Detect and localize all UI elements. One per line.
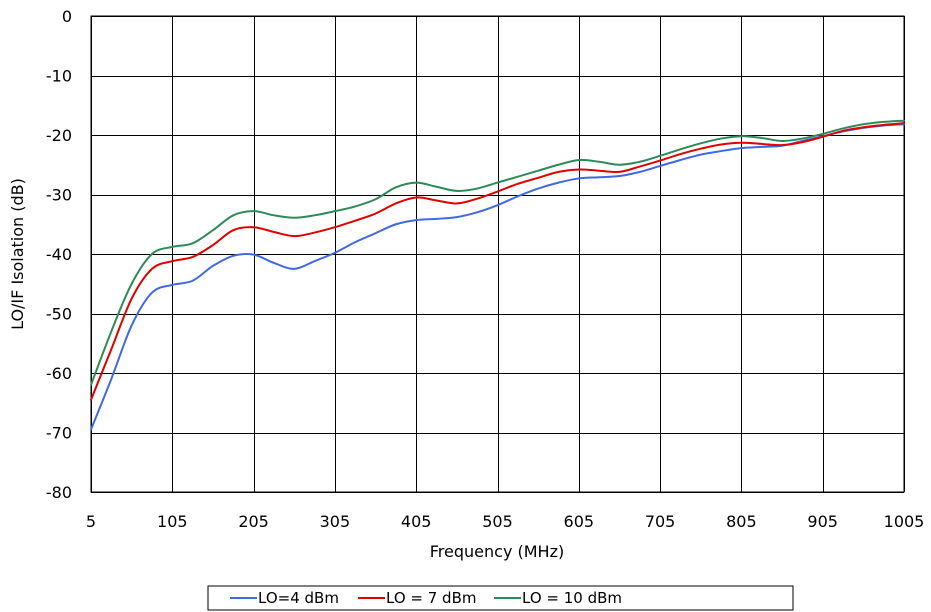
series-line-1	[90, 123, 905, 431]
x-tick-label: 405	[401, 512, 432, 531]
y-tick-label: -60	[46, 364, 72, 383]
series-layer	[90, 119, 905, 431]
y-tick-label: -70	[46, 424, 72, 443]
y-tick-label: 0	[62, 7, 72, 26]
legend-label-2: LO = 7 dBm	[386, 589, 476, 607]
legend-items: LO=4 dBm LO = 7 dBm LO = 10 dBm	[230, 589, 622, 607]
x-tick-label: 605	[564, 512, 595, 531]
series-line-2	[90, 122, 905, 401]
y-tick-label: -50	[46, 305, 72, 324]
grid	[91, 16, 905, 493]
y-tick-label: -20	[46, 126, 72, 145]
x-tick-label: 5	[86, 512, 96, 531]
legend-label-1: LO=4 dBm	[258, 589, 339, 607]
y-tick-label: -10	[46, 67, 72, 86]
y-tick-label: -30	[46, 186, 72, 205]
x-tick-label: 905	[807, 512, 838, 531]
legend: LO=4 dBm LO = 7 dBm LO = 10 dBm	[207, 585, 794, 611]
x-tick-label: 505	[482, 512, 513, 531]
x-tick-label: 305	[320, 512, 351, 531]
x-axis-title: Frequency (MHz)	[430, 542, 564, 561]
y-tick-label: -40	[46, 245, 72, 264]
x-axis-tick-labels: 5 105 205 305 405 505 605 705 805 905 1005	[86, 512, 924, 531]
y-tick-label: -80	[46, 483, 72, 502]
x-tick-label: 805	[726, 512, 757, 531]
series-line-3	[90, 119, 905, 386]
y-axis-tick-labels: 0 -10 -20 -30 -40 -50 -60 -70 -80	[46, 7, 72, 502]
x-tick-label: 105	[157, 512, 188, 531]
x-tick-label: 205	[238, 512, 269, 531]
y-axis-title: LO/IF Isolation (dB)	[8, 178, 27, 330]
legend-label-3: LO = 10 dBm	[522, 589, 622, 607]
x-tick-label: 1005	[884, 512, 925, 531]
x-tick-label: 705	[645, 512, 676, 531]
